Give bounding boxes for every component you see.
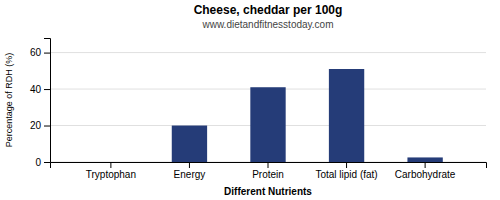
y-tick-label: 40 <box>30 84 42 95</box>
bars <box>172 69 443 162</box>
x-tick-mark <box>425 162 426 168</box>
x-tick-label: Carbohydrate <box>395 169 456 180</box>
x-tick-mark <box>189 162 190 168</box>
x-tick-label: Tryptophan <box>86 169 136 180</box>
y-axis: 0 20 40 60 <box>30 39 51 168</box>
title: Cheese, cheddar per 100g <box>194 3 343 17</box>
bar <box>250 87 285 162</box>
y-axis-line <box>44 39 51 163</box>
x-tick-label: Total lipid (fat) <box>315 169 377 180</box>
y-tick-mark <box>44 89 50 90</box>
y-tick: 60 <box>30 47 50 58</box>
y-tick-label: 0 <box>35 157 41 168</box>
chart: 0 20 40 60 Tryptophan Energy Protein Total lipi… <box>0 0 500 200</box>
x-tick-label: Energy <box>174 169 206 180</box>
subtitle: www.dietandfitnesstoday.com <box>202 19 334 30</box>
y-axis-title: Percentage of RDH (%) <box>4 53 14 148</box>
plot-area: 0 20 40 60 Tryptophan Energy Protein Total lipi… <box>30 39 487 181</box>
y-tick-mark <box>44 126 50 127</box>
x-tick: Total lipid (fat) <box>315 162 377 180</box>
grid-line <box>50 52 486 53</box>
x-tick-mark <box>268 162 269 168</box>
y-tick: 0 <box>35 157 50 168</box>
bar <box>329 69 364 162</box>
y-tick-label: 60 <box>30 47 42 58</box>
x-tick-mark <box>346 162 347 168</box>
bar <box>172 126 207 162</box>
x-tick: Tryptophan <box>86 162 136 180</box>
x-axis: Tryptophan Energy Protein Total lipid (fat)… <box>51 162 487 180</box>
bar <box>93 162 128 163</box>
grid <box>50 53 486 162</box>
x-tick: Protein <box>252 162 284 180</box>
y-tick: 20 <box>30 120 50 131</box>
x-tick-label: Protein <box>252 169 284 180</box>
x-tick-mark <box>110 162 111 168</box>
x-axis-title: Different Nutrients <box>224 186 312 197</box>
y-tick: 40 <box>30 84 50 95</box>
x-tick: Energy <box>174 162 206 180</box>
bar <box>407 157 442 162</box>
x-tick: Carbohydrate <box>395 162 456 180</box>
y-tick-label: 20 <box>30 120 42 131</box>
x-axis-line <box>51 163 487 169</box>
y-tick-mark <box>44 162 50 163</box>
y-tick-mark <box>44 53 50 54</box>
